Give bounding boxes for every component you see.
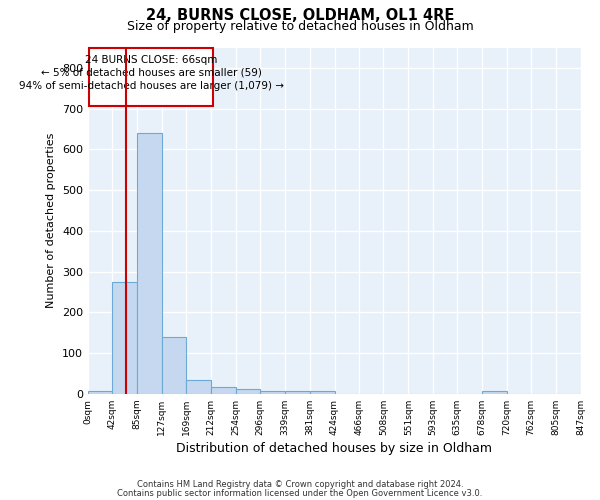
Bar — [137, 133, 162, 394]
Bar — [186, 380, 211, 394]
Bar — [211, 388, 236, 394]
Text: ← 5% of detached houses are smaller (59): ← 5% of detached houses are smaller (59) — [41, 68, 262, 78]
Bar — [162, 337, 186, 394]
Text: Contains HM Land Registry data © Crown copyright and database right 2024.: Contains HM Land Registry data © Crown c… — [137, 480, 463, 489]
Bar — [482, 390, 506, 394]
X-axis label: Distribution of detached houses by size in Oldham: Distribution of detached houses by size … — [176, 442, 492, 455]
Text: 24, BURNS CLOSE, OLDHAM, OL1 4RE: 24, BURNS CLOSE, OLDHAM, OL1 4RE — [146, 8, 454, 22]
Bar — [89, 48, 213, 106]
Text: Contains public sector information licensed under the Open Government Licence v3: Contains public sector information licen… — [118, 488, 482, 498]
Bar — [236, 389, 260, 394]
Text: 24 BURNS CLOSE: 66sqm: 24 BURNS CLOSE: 66sqm — [85, 55, 217, 65]
Y-axis label: Number of detached properties: Number of detached properties — [46, 133, 56, 308]
Bar — [285, 392, 310, 394]
Bar — [112, 282, 137, 394]
Bar — [310, 390, 335, 394]
Text: Size of property relative to detached houses in Oldham: Size of property relative to detached ho… — [127, 20, 473, 33]
Text: 94% of semi-detached houses are larger (1,079) →: 94% of semi-detached houses are larger (… — [19, 81, 284, 91]
Bar — [88, 390, 112, 394]
Bar — [260, 390, 285, 394]
